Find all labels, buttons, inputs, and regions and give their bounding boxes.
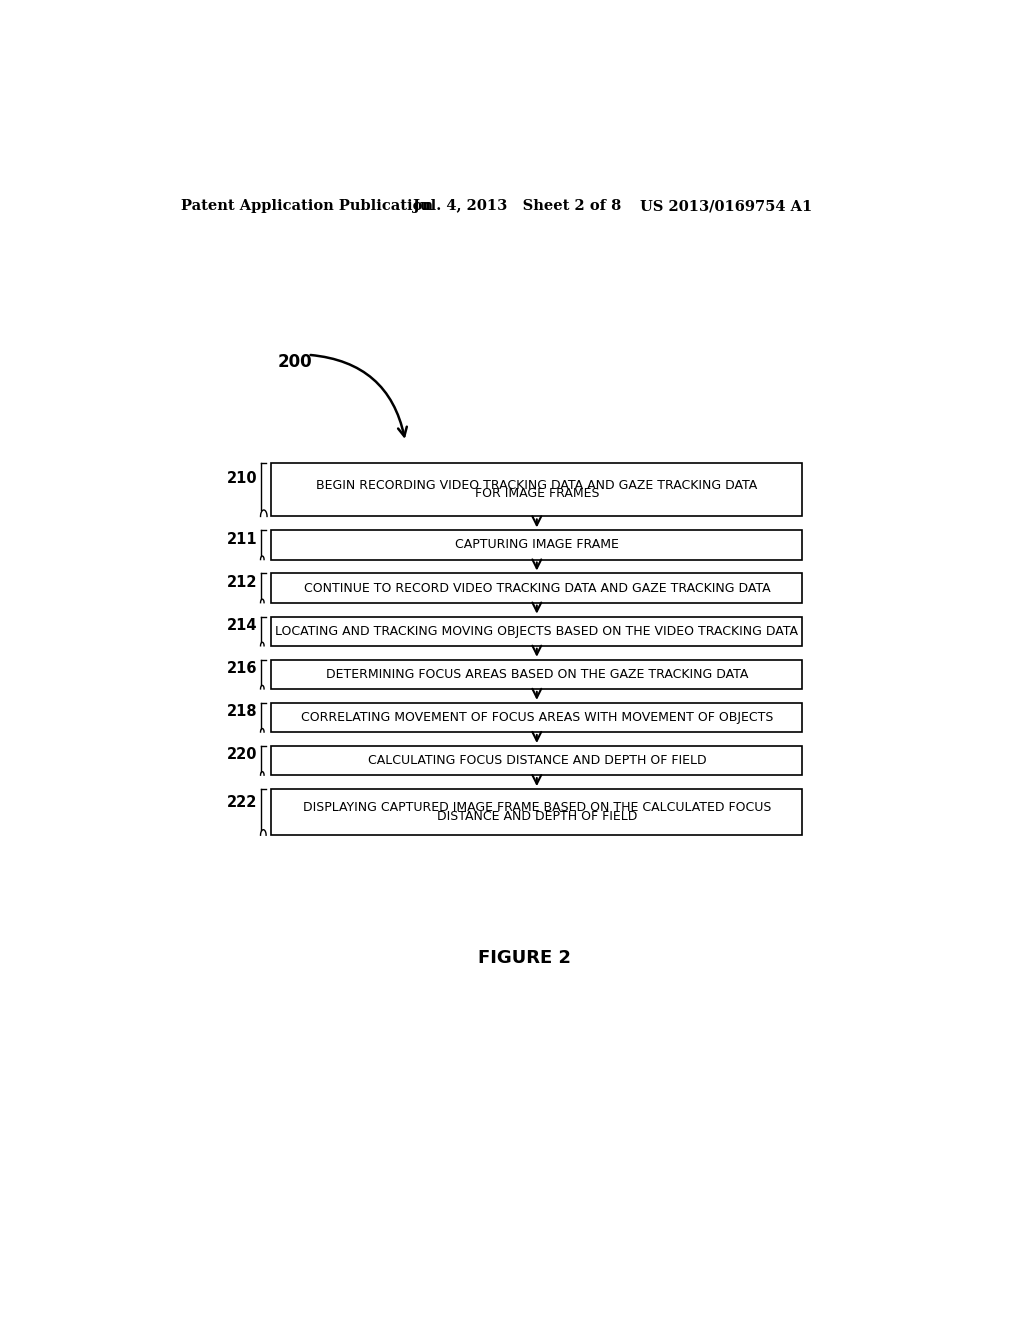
- Text: CALCULATING FOCUS DISTANCE AND DEPTH OF FIELD: CALCULATING FOCUS DISTANCE AND DEPTH OF …: [368, 754, 707, 767]
- Text: 200: 200: [278, 354, 312, 371]
- Bar: [271, 789, 802, 836]
- Text: Patent Application Publication: Patent Application Publication: [180, 199, 433, 213]
- Text: 222: 222: [227, 796, 257, 810]
- Bar: [271, 462, 802, 516]
- Text: Jul. 4, 2013   Sheet 2 of 8: Jul. 4, 2013 Sheet 2 of 8: [414, 199, 622, 213]
- Text: 211: 211: [226, 532, 257, 546]
- Text: 214: 214: [227, 618, 257, 632]
- Text: 220: 220: [227, 747, 257, 762]
- Text: 216: 216: [227, 661, 257, 676]
- Text: US 2013/0169754 A1: US 2013/0169754 A1: [640, 199, 812, 213]
- Text: 210: 210: [226, 471, 257, 486]
- Text: BEGIN RECORDING VIDEO TRACKING DATA AND GAZE TRACKING DATA: BEGIN RECORDING VIDEO TRACKING DATA AND …: [316, 479, 758, 492]
- Bar: [271, 746, 802, 775]
- Text: CORRELATING MOVEMENT OF FOCUS AREAS WITH MOVEMENT OF OBJECTS: CORRELATING MOVEMENT OF FOCUS AREAS WITH…: [301, 711, 773, 723]
- Text: 218: 218: [226, 704, 257, 719]
- Text: DISTANCE AND DEPTH OF FIELD: DISTANCE AND DEPTH OF FIELD: [436, 810, 637, 822]
- Bar: [271, 573, 802, 603]
- Text: CONTINUE TO RECORD VIDEO TRACKING DATA AND GAZE TRACKING DATA: CONTINUE TO RECORD VIDEO TRACKING DATA A…: [303, 582, 770, 594]
- Text: LOCATING AND TRACKING MOVING OBJECTS BASED ON THE VIDEO TRACKING DATA: LOCATING AND TRACKING MOVING OBJECTS BAS…: [275, 624, 799, 638]
- Bar: [271, 660, 802, 689]
- Bar: [271, 531, 802, 560]
- Bar: [271, 702, 802, 733]
- Text: FOR IMAGE FRAMES: FOR IMAGE FRAMES: [474, 487, 599, 500]
- FancyArrowPatch shape: [310, 355, 407, 437]
- Text: DETERMINING FOCUS AREAS BASED ON THE GAZE TRACKING DATA: DETERMINING FOCUS AREAS BASED ON THE GAZ…: [326, 668, 748, 681]
- Text: CAPTURING IMAGE FRAME: CAPTURING IMAGE FRAME: [455, 539, 618, 552]
- Text: 212: 212: [227, 574, 257, 590]
- Bar: [271, 616, 802, 645]
- Text: FIGURE 2: FIGURE 2: [478, 949, 571, 968]
- Text: DISPLAYING CAPTURED IMAGE FRAME BASED ON THE CALCULATED FOCUS: DISPLAYING CAPTURED IMAGE FRAME BASED ON…: [303, 801, 771, 814]
